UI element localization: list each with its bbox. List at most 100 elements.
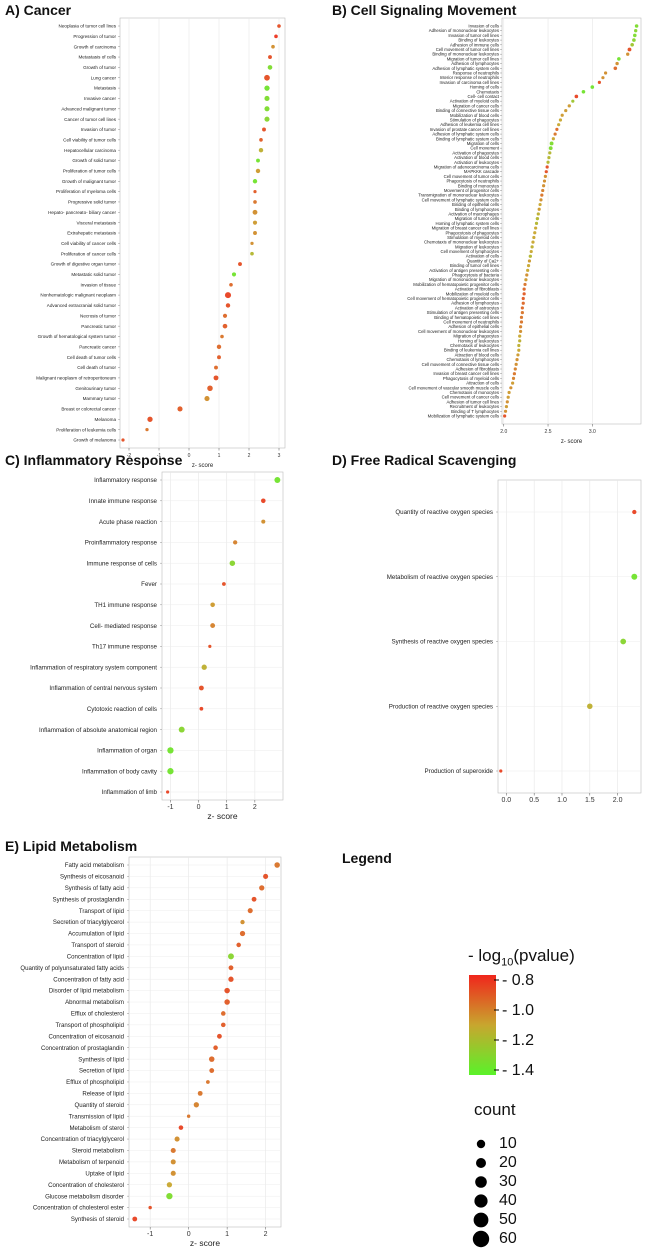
data-point (574, 94, 579, 99)
data-point (228, 953, 234, 960)
y-tick-label: Stimulation of myeloid cells (447, 235, 499, 240)
plot-frame-signaling (501, 17, 642, 425)
legend-title: Legend (342, 850, 392, 866)
x-tick-label: 0 (187, 1231, 191, 1238)
legend-color-tick-2: - 1.0 (502, 1002, 535, 1019)
y-tick-label: Breast or colorectal cancer (61, 407, 116, 412)
x-tick-label: -1 (147, 1231, 153, 1238)
panel-cancer: -2 -1 0 1 2 3 Neoplasia of tumor cell lines Pro… (36, 17, 286, 469)
data-point (535, 216, 540, 221)
y-tick-label: Cell death of tumor (77, 365, 116, 370)
y-tick-label: Adhesion of mononuclear leukocytes (429, 28, 499, 33)
legend-size-50: 50 (499, 1211, 517, 1228)
data-point (519, 315, 524, 319)
y-tick-label: Adhesion of lymphocytes (451, 301, 499, 306)
data-point (206, 1080, 210, 1084)
y-tick-label: Production of reactive oxygen species (389, 703, 493, 710)
data-point (261, 519, 266, 524)
data-point (519, 320, 524, 324)
data-point (528, 254, 532, 258)
legend-graphics (469, 975, 499, 1248)
data-point (198, 685, 204, 691)
legend-size-30: 30 (499, 1173, 517, 1190)
data-point (505, 400, 509, 404)
y-tick-label: Inflammation of limb (102, 789, 158, 796)
legend-color-tick-1: - 0.8 (502, 972, 535, 989)
data-point (541, 188, 545, 193)
y-tick-label: Progression of tumor (73, 34, 116, 39)
data-point (506, 395, 510, 399)
y-tick-label: Homing of cells (470, 85, 499, 90)
data-point (521, 301, 525, 305)
y-tick-label: Metastatic solid tumor (71, 272, 116, 277)
data-point (220, 1022, 226, 1028)
data-point (251, 896, 257, 902)
data-point (178, 1125, 184, 1130)
y-tick-label: Binding of epithelial cells (452, 202, 499, 207)
y-tick-label: Mammary tumor (83, 396, 117, 401)
y-tick-label: Genitourinary tumor (75, 386, 116, 391)
data-point (518, 325, 523, 329)
x-tick-label: 1 (218, 453, 221, 459)
data-point (499, 769, 503, 773)
data-point (522, 292, 526, 296)
y-tick-label: Chemotaxis of lymphocytes (446, 357, 499, 362)
data-point (571, 99, 575, 103)
data-point (252, 179, 258, 184)
data-point (225, 303, 231, 308)
data-point (634, 24, 639, 28)
data-point (224, 987, 230, 994)
data-point (166, 1182, 173, 1188)
y-tick-label: Inflammation of body cavity (82, 768, 158, 775)
data-point (503, 414, 507, 418)
y-tick-label: Synthesis of prostaglandin (53, 896, 124, 903)
y-tick-label: Melanoma (95, 417, 117, 422)
y-tick-label: Inflammation of central nervous system (49, 685, 157, 692)
y-tick-label: Binding of leukemia cell lines (444, 348, 499, 353)
x-tick-label: 0.5 (529, 797, 539, 804)
y-tick-label: Transport of phospholipid (55, 1022, 124, 1029)
legend-size-dot (475, 1176, 487, 1188)
data-point (239, 930, 246, 937)
panel-radical: 0.0 0.5 1.0 1.5 2.0 Quantity of reactive oxyg… (387, 479, 642, 804)
data-point (512, 372, 516, 376)
data-point (515, 358, 519, 362)
x-tick-label: 2 (248, 453, 251, 459)
legend-size-dot (476, 1158, 486, 1168)
data-point (264, 85, 270, 91)
data-point (250, 241, 254, 245)
y-tick-label: Migration of cells (467, 141, 499, 146)
data-point (231, 272, 237, 277)
y-tick-label: Metastasis of cells (78, 55, 116, 60)
data-point (532, 235, 536, 240)
y-tick-label: Production of superoxide (425, 768, 494, 775)
y-tick-label: Homing of lymphatic system cells (435, 221, 499, 226)
data-point (208, 644, 212, 649)
y-tick-label: Concentration of lipid (67, 953, 124, 960)
data-point (186, 1114, 191, 1118)
y-tick-label: Proliferation of tumor cells (63, 169, 117, 174)
y-tick-label: Nonhematologic malignant neoplasm (40, 293, 116, 298)
data-point (534, 226, 538, 230)
y-tick-label: Binding of tumor cell lines (450, 263, 499, 268)
y-tick-label: TH1 immune response (94, 602, 157, 609)
data-point (253, 190, 257, 194)
data-point (145, 428, 149, 432)
y-tick-label: Stimulation of antigen presenting cells (427, 310, 499, 315)
y-tick-label: Metabolism of terpenoid (59, 1159, 124, 1166)
y-tick-label: Extrahepatic metastasis (67, 231, 116, 236)
data-point (121, 438, 125, 442)
data-point (525, 273, 529, 277)
y-tick-label: Quantity of polyunsaturated fatty acids (20, 965, 124, 972)
y-tick-label: Binding of lymphocytes (455, 207, 499, 212)
y-tick-label: Glucose metabolism disorder (45, 1193, 124, 1200)
data-point (620, 638, 627, 645)
y-tick-label: Adhesion of immune cells (450, 42, 499, 47)
y-tick-label: Transport of lipid (79, 908, 124, 915)
y-tick-label: Concentration of eicosanoid (48, 1033, 124, 1040)
data-point (507, 390, 511, 395)
data-point (601, 76, 605, 80)
data-point (530, 245, 534, 249)
y-tick-label: Mobilization of blood cells (450, 113, 499, 118)
legend-color-bar (469, 975, 496, 1075)
